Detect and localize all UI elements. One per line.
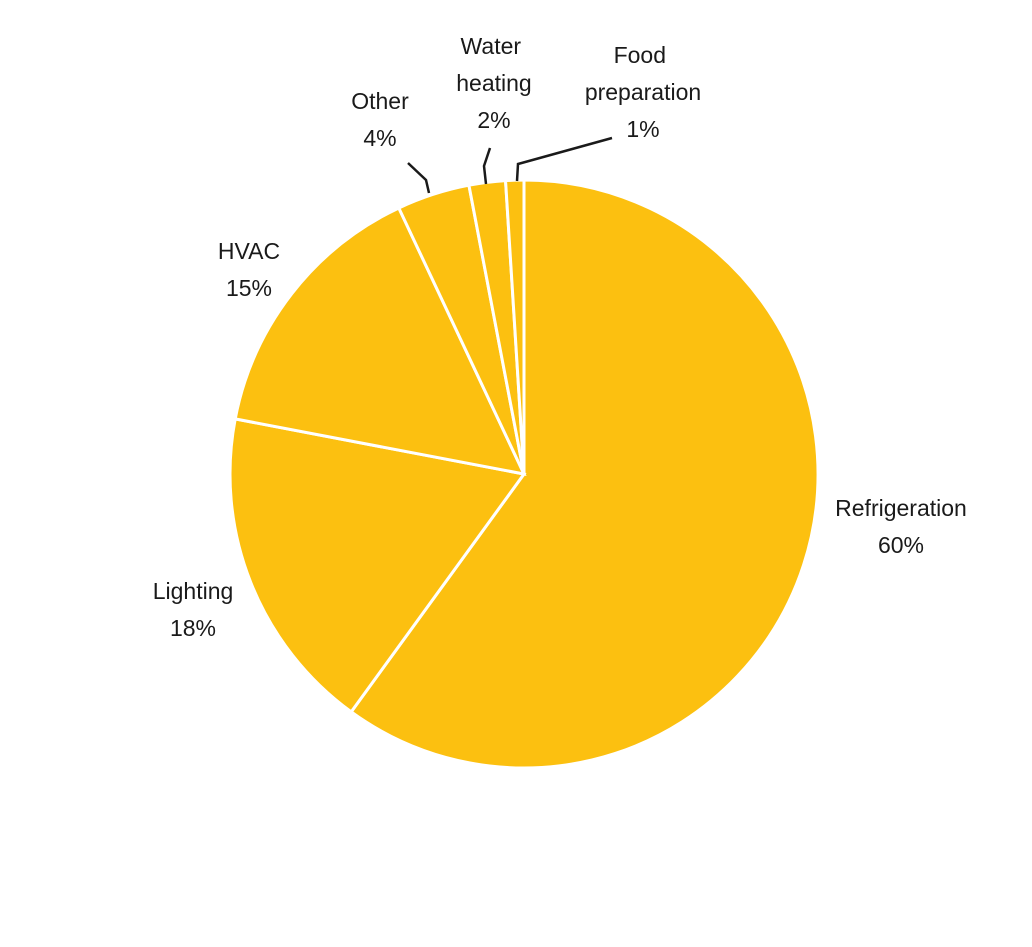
value-label: 15%: [226, 275, 272, 301]
slice-label: Refrigeration: [835, 495, 967, 521]
slice-label: HVAC: [218, 238, 280, 264]
value-label: 60%: [878, 532, 924, 558]
slices: [228, 178, 820, 770]
slice-label: Food preparation: [585, 42, 701, 105]
value-label: 1%: [626, 116, 659, 142]
value-label: 2%: [477, 107, 510, 133]
slice-label: Lighting: [153, 578, 234, 604]
slice: [233, 205, 527, 477]
leader-line: [407, 162, 431, 194]
leader-lines: [407, 136, 613, 194]
leader-line: [482, 147, 492, 185]
slice: [349, 178, 820, 770]
value-label: 18%: [170, 615, 216, 641]
slice: [228, 417, 527, 714]
slice-label: Other: [351, 88, 409, 114]
leader-line: [515, 136, 613, 182]
slice: [503, 178, 526, 475]
slice-label: Water heating: [456, 33, 531, 96]
value-label: 4%: [363, 125, 396, 151]
